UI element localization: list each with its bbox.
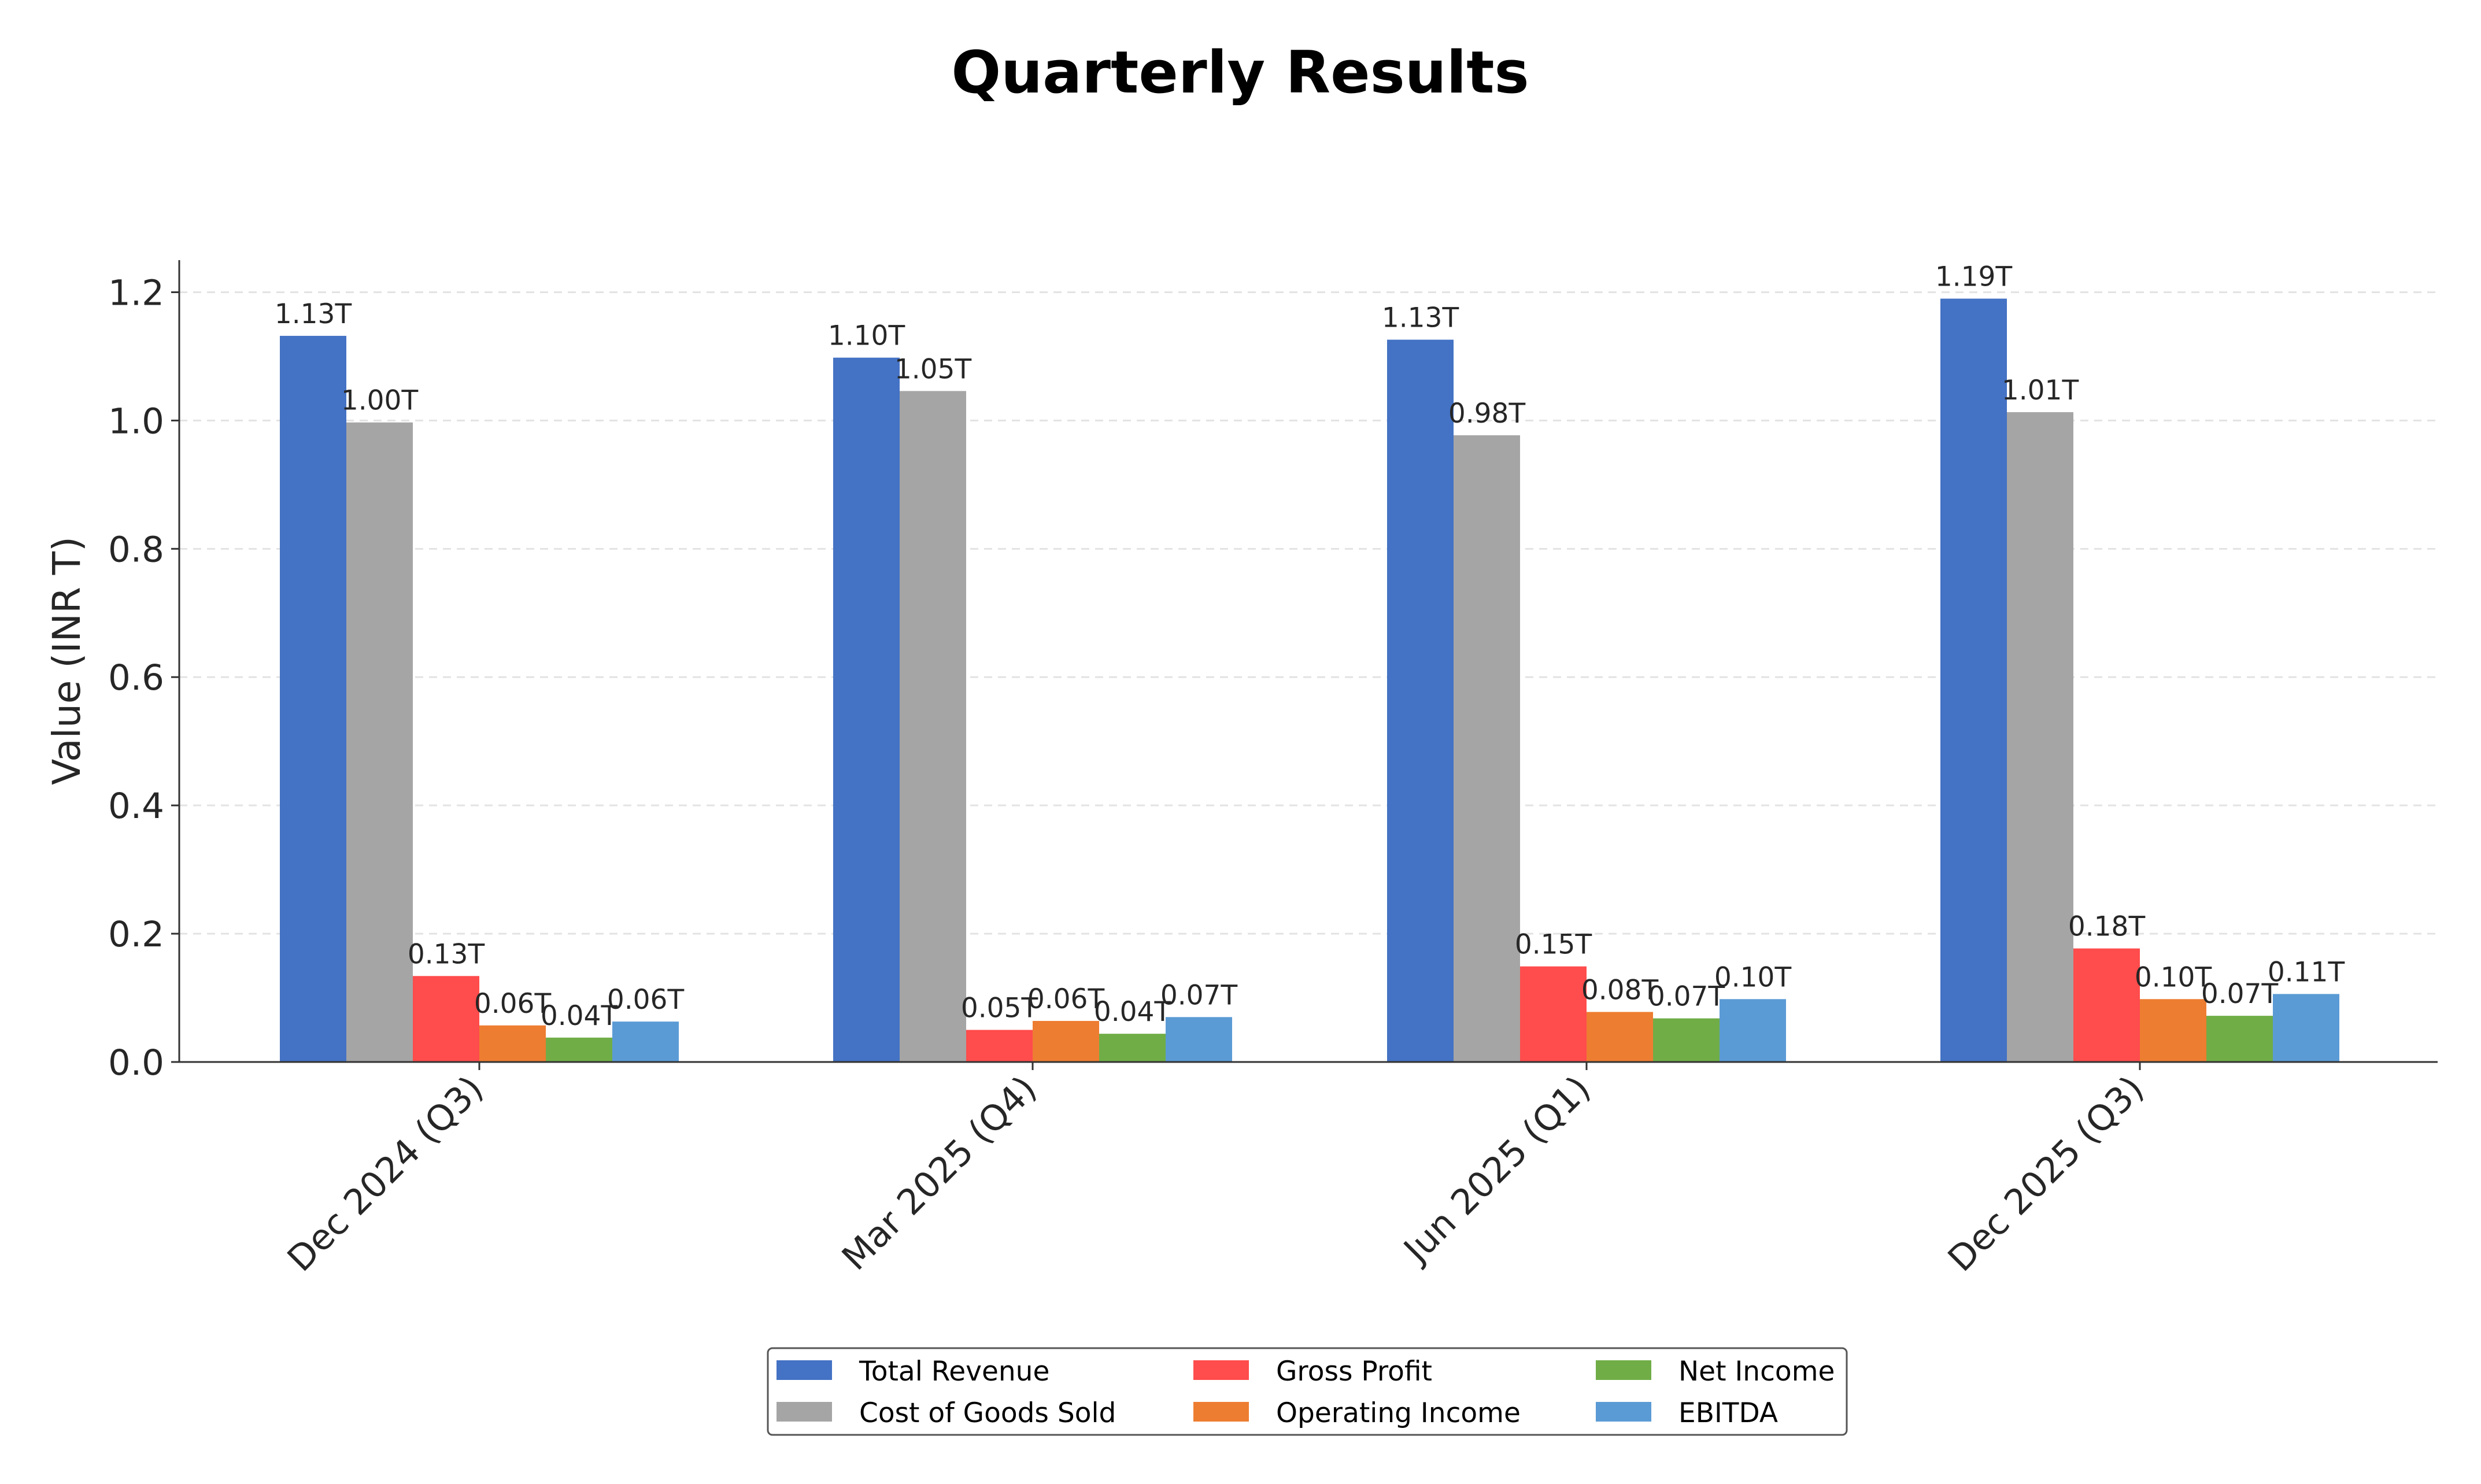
data-labels: 1.13T 1.10T 1.13T 1.19T 1.00T 1.05T 0.98T 1.01T… (275, 261, 2345, 1032)
data-label: 0.11T (2268, 956, 2345, 988)
bar (2007, 412, 2073, 1062)
data-label: 0.05T (961, 993, 1038, 1024)
y-tick-label: 0.6 (108, 657, 164, 698)
x-tick-label: Dec 2025 (Q3) (1940, 1068, 2152, 1279)
bar (1520, 966, 1587, 1062)
y-tick-label: 0.4 (108, 786, 164, 827)
data-label: 1.01T (2002, 375, 2079, 406)
bar (1940, 298, 2007, 1063)
bar (612, 1022, 679, 1062)
data-label: 0.06T (474, 988, 552, 1020)
bar (2140, 999, 2206, 1062)
bar (833, 357, 900, 1062)
data-label: 0.10T (2135, 961, 2212, 993)
grid-lines (179, 291, 2438, 935)
y-tick-label: 0.8 (108, 529, 164, 570)
data-label: 0.06T (1027, 983, 1105, 1015)
axes (178, 260, 2438, 1063)
chart-title: Quarterly Results (951, 38, 1529, 106)
data-label: 1.10T (828, 320, 905, 352)
data-label: 0.04T (1094, 996, 1171, 1028)
legend-swatch (1193, 1402, 1249, 1422)
data-label: 1.13T (1382, 302, 1459, 334)
data-label: 0.06T (607, 984, 685, 1016)
x-ticks: Dec 2024 (Q3) Mar 2025 (Q4) Jun 2025 (Q1) D… (280, 1062, 2152, 1279)
bar (1387, 339, 1454, 1063)
data-label: 0.07T (1160, 979, 1238, 1011)
bar (1587, 1012, 1653, 1062)
data-label: 0.07T (2201, 978, 2279, 1010)
legend-swatch (1193, 1360, 1249, 1380)
x-tick-label: Jun 2025 (Q1) (1395, 1068, 1599, 1272)
data-label: 1.19T (1935, 261, 2013, 293)
bar (1454, 435, 1520, 1062)
bar (546, 1037, 612, 1062)
legend: Total Revenue Cost of Goods Sold Gross Pro… (767, 1347, 1848, 1436)
y-tick-label: 0.0 (108, 1042, 164, 1083)
data-label: 0.18T (2068, 911, 2146, 943)
data-label: 0.10T (1714, 961, 1792, 993)
legend-swatch (777, 1402, 832, 1422)
bar (1653, 1018, 1720, 1062)
bars (280, 298, 2339, 1063)
x-tick-label: Mar 2025 (Q4) (834, 1068, 1045, 1278)
bar (2273, 994, 2339, 1062)
y-tick-label: 1.2 (108, 272, 164, 313)
legend-label: Total Revenue (859, 1356, 1049, 1387)
x-tick-label: Dec 2024 (Q3) (280, 1068, 491, 1279)
legend-label: Cost of Goods Sold (859, 1397, 1116, 1429)
bar (1099, 1034, 1166, 1062)
bar (346, 422, 413, 1063)
bar (2206, 1016, 2273, 1062)
data-label: 1.00T (341, 385, 419, 417)
data-label: 0.04T (541, 1000, 618, 1032)
bar (900, 391, 966, 1062)
legend-box (767, 1347, 1848, 1436)
legend-label: Operating Income (1276, 1397, 1521, 1429)
bar (2073, 948, 2140, 1062)
legend-swatch (1596, 1402, 1651, 1422)
y-axis-label: Value (INR T) (45, 536, 89, 785)
data-label: 1.05T (894, 353, 972, 385)
y-tick-label: 1.0 (108, 401, 164, 442)
bar (479, 1025, 546, 1062)
data-label: 1.13T (275, 298, 352, 330)
bar (280, 335, 346, 1062)
legend-label: Net Income (1678, 1356, 1835, 1387)
data-label: 0.07T (1648, 981, 1725, 1013)
data-label: 0.15T (1515, 929, 1592, 961)
bar (1720, 999, 1786, 1062)
data-label: 0.98T (1448, 398, 1526, 430)
data-label: 0.08T (1581, 974, 1659, 1006)
legend-label: Gross Profit (1276, 1356, 1432, 1387)
bar (1166, 1017, 1232, 1062)
bar (413, 976, 479, 1062)
bar (1033, 1020, 1099, 1062)
y-ticks: 0.0 0.2 0.4 0.6 0.8 1.0 1.2 (108, 272, 179, 1083)
legend-label: EBITDA (1678, 1397, 1778, 1429)
legend-items: Total Revenue Cost of Goods Sold Gross Pro… (777, 1356, 1835, 1429)
y-tick-label: 0.2 (108, 914, 164, 955)
legend-swatch (777, 1360, 832, 1380)
bar (966, 1030, 1033, 1062)
data-label: 0.13T (408, 938, 485, 970)
legend-swatch (1596, 1360, 1651, 1380)
